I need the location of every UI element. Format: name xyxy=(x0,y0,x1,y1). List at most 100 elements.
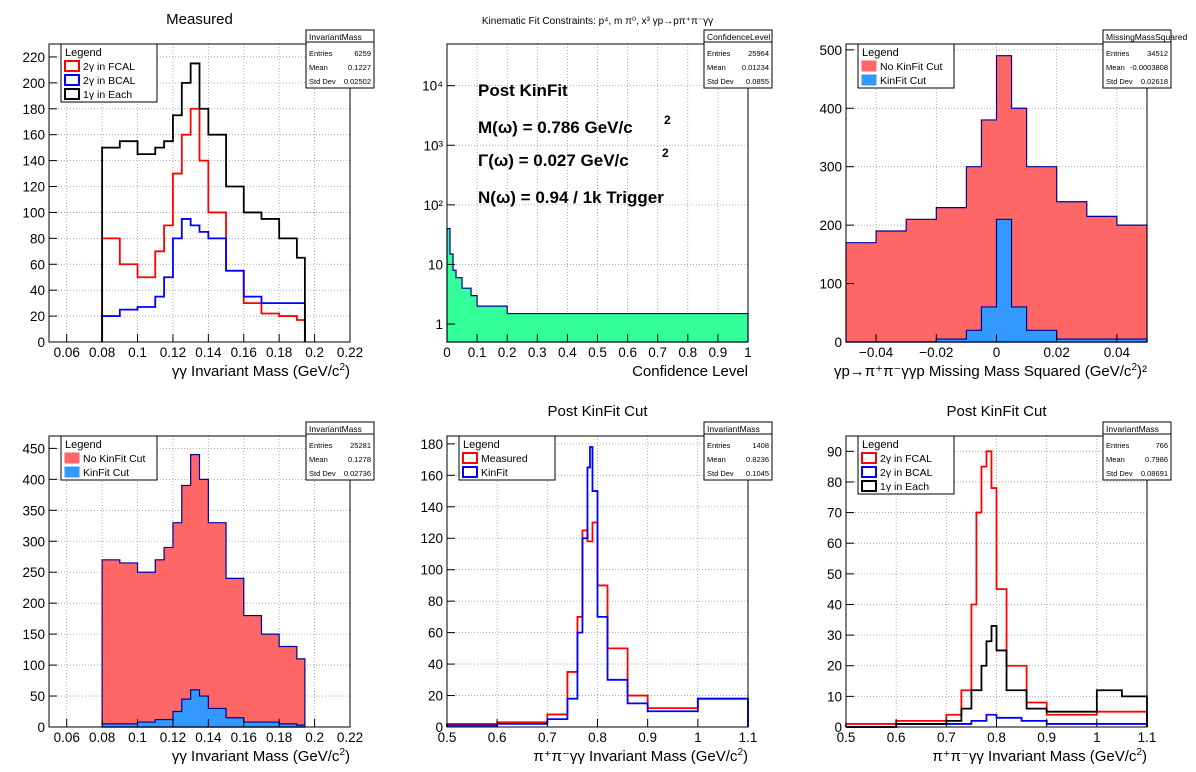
x-tick-label: 0.22 xyxy=(337,345,363,360)
legend-label: KinFit Cut xyxy=(83,467,129,479)
y-tick-label: 10⁴ xyxy=(422,79,443,94)
legend-label: KinFit Cut xyxy=(880,75,926,87)
stats-box xyxy=(305,29,375,89)
y-tick-label: 0 xyxy=(37,720,45,735)
stats-box-key: Mean xyxy=(1106,455,1125,464)
stats-box-key: Mean xyxy=(309,63,328,72)
stats-box-key: Entries xyxy=(309,441,333,450)
stats-box-key: Entries xyxy=(1106,49,1130,58)
stats-box-key: Mean xyxy=(309,455,328,464)
legend-swatch xyxy=(861,74,877,86)
annotation-yield: N(ω) = 0.94 / 1k Trigger xyxy=(478,188,664,207)
plot-frame xyxy=(48,43,351,343)
y-tick-label: 140 xyxy=(420,500,443,515)
y-tick-label: 140 xyxy=(22,154,45,169)
x-tick-label: 0.22 xyxy=(337,730,363,745)
y-tick-label: 40 xyxy=(827,597,842,612)
stats-box-key: Entries xyxy=(707,441,731,450)
x-tick-label: 0.6 xyxy=(488,730,507,745)
stats-box-value: -0.0003808 xyxy=(1130,63,1168,72)
legend-box xyxy=(857,435,955,495)
series-1-line xyxy=(101,218,306,342)
series-2-line xyxy=(101,62,306,342)
y-tick-label: 120 xyxy=(22,180,45,195)
y-tick-label: 80 xyxy=(428,594,443,609)
x-tick-label: 0.9 xyxy=(638,730,657,745)
histogram-pads: 0.06 0.08 0.1 0.12 0.14 0.16 0.18 0.2 0.22020406… xyxy=(22,11,1187,765)
y-tick-label: 250 xyxy=(22,565,45,580)
stats-box-name: ConfidenceLevel xyxy=(707,32,770,42)
x-tick-label: 0.18 xyxy=(266,730,292,745)
y-tick-label: 1 xyxy=(435,317,443,332)
x-axis-label: Confidence Level xyxy=(632,363,748,380)
stats-box-value: 0.7986 xyxy=(1145,455,1168,464)
y-tick-label: 200 xyxy=(22,76,45,91)
x-axis-label: π⁺π⁻γγ Invariant Mass (GeV/c2) xyxy=(932,747,1147,765)
x-axis-label: γp→π⁺π⁻γγp Missing Mass Squared (GeV/c2)… xyxy=(834,362,1147,380)
legend-swatch xyxy=(64,466,80,478)
y-tick-label: 20 xyxy=(30,309,45,324)
stats-box-value: 6259 xyxy=(354,49,371,58)
stats-box-key: Mean xyxy=(1106,63,1125,72)
y-tick-label: 50 xyxy=(827,567,842,582)
x-tick-label: −0.04 xyxy=(859,345,894,360)
x-tick-label: 0.1 xyxy=(128,730,147,745)
y-tick-label: 400 xyxy=(819,101,842,116)
y-tick-label: 70 xyxy=(827,506,842,521)
annotation-width-exponent: 2 xyxy=(662,146,669,160)
pad-p5: 0.5 0.6 0.7 0.8 0.9 1 1.1 0 20 40 60 80 100 120 140 160… xyxy=(420,403,773,765)
annotation-post-kinfit: Post KinFit xyxy=(478,81,568,100)
series-0-area xyxy=(845,55,1148,343)
x-tick-label: 0.04 xyxy=(1104,345,1131,360)
stats-box-name: MissingMassSquared xyxy=(1106,32,1188,42)
stats-box-value: 0.02736 xyxy=(344,469,371,478)
x-tick-label: 0.06 xyxy=(54,730,80,745)
plot-title: Post KinFit Cut xyxy=(946,403,1047,420)
series-0-line xyxy=(446,521,749,727)
legend-title: Legend xyxy=(65,47,102,59)
legend-box xyxy=(60,43,158,103)
y-tick-label: 400 xyxy=(22,472,45,487)
pad-p4: 0.06 0.08 0.1 0.12 0.14 0.16 0.18 0.2 0.22 0 50 100… xyxy=(22,421,375,765)
x-tick-label: 0.1 xyxy=(128,345,147,360)
x-tick-label: 0.16 xyxy=(231,345,257,360)
stats-box-value: 766 xyxy=(1155,441,1168,450)
legend-swatch xyxy=(861,452,877,464)
legend-title: Legend xyxy=(862,47,899,59)
x-tick-label: 0.12 xyxy=(160,730,186,745)
x-tick-label: 0.5 xyxy=(438,730,457,745)
y-tick-label: 100 xyxy=(420,563,443,578)
stats-box-key: Entries xyxy=(309,49,333,58)
x-tick-label: 0.02 xyxy=(1044,345,1070,360)
x-tick-label: 0.2 xyxy=(305,730,324,745)
plot-frame xyxy=(48,435,351,728)
x-tick-label: 0.6 xyxy=(887,730,906,745)
x-tick-label: 0.3 xyxy=(528,345,547,360)
y-tick-label: 60 xyxy=(428,626,443,641)
y-tick-label: 160 xyxy=(22,128,45,143)
y-tick-label: 160 xyxy=(420,468,443,483)
x-tick-label: 0.14 xyxy=(195,730,222,745)
y-tick-label: 300 xyxy=(819,160,842,175)
x-tick-label: 1 xyxy=(694,730,702,745)
stats-box-key: Std Dev xyxy=(707,77,734,86)
stats-box-value: 0.1278 xyxy=(348,455,371,464)
legend-swatch xyxy=(861,60,877,72)
stats-box-key: Std Dev xyxy=(1106,469,1133,478)
x-axis-label: π⁺π⁻γγ Invariant Mass (GeV/c2) xyxy=(533,747,748,765)
y-tick-label: 450 xyxy=(22,441,45,456)
x-tick-label: 0.08 xyxy=(89,345,115,360)
x-tick-label: 0.7 xyxy=(538,730,557,745)
stats-box-name: InvariantMass xyxy=(707,424,760,434)
pad-p3: −0.04 −0.02 0 0.02 0.04 0 100 200 300 400 500 γp→π⁺… xyxy=(819,29,1188,380)
x-tick-label: 0.8 xyxy=(987,730,1006,745)
series-2-line xyxy=(846,625,1148,728)
stats-box xyxy=(1102,29,1172,89)
legend-label: KinFit xyxy=(481,467,508,479)
y-tick-label: 180 xyxy=(22,102,45,117)
legend-label: 1γ in Each xyxy=(880,481,929,493)
stats-box-value: 0.02618 xyxy=(1141,77,1168,86)
y-tick-label: 10³ xyxy=(423,138,443,153)
x-tick-label: 0.12 xyxy=(160,345,186,360)
y-tick-label: 10² xyxy=(423,198,443,213)
